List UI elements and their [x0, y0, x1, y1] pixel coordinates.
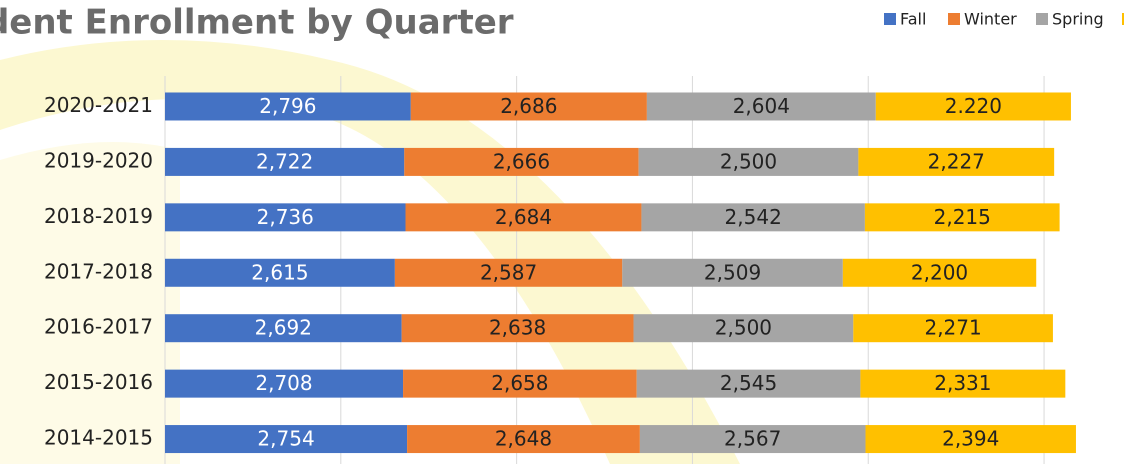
bar-segment [639, 425, 866, 454]
y-tick-label: 2015-2016 [44, 370, 153, 394]
chart-title: Student Enrollment by Quarter [0, 3, 514, 43]
bar-segment [638, 147, 859, 176]
data-label: 2,692 [255, 316, 312, 340]
data-label: 2.220 [945, 94, 1002, 118]
bar-segment [622, 258, 843, 287]
bar-segment [407, 425, 640, 454]
bar-segment [633, 314, 854, 343]
legend-swatch [1122, 13, 1124, 25]
legend-swatch [948, 13, 960, 25]
bar-segment [853, 314, 1053, 343]
data-label: 2,604 [733, 94, 790, 118]
data-label: 2,567 [724, 427, 781, 451]
data-label: 2,271 [924, 316, 981, 340]
data-label: 2,708 [255, 371, 312, 395]
data-label: 2,227 [928, 149, 985, 173]
data-label: 2,686 [500, 94, 557, 118]
data-label: 2,638 [489, 316, 546, 340]
background-swoosh [0, 142, 180, 464]
legend-label: Spring [1052, 10, 1104, 29]
data-label: 2,658 [491, 371, 548, 395]
data-label: 2,331 [934, 371, 991, 395]
bar-segment [165, 92, 411, 121]
bar-segment [165, 203, 406, 232]
bar-segment [875, 92, 1071, 121]
data-label: 2,666 [493, 149, 550, 173]
data-label: 2,796 [259, 94, 316, 118]
legend-label: Fall [900, 10, 926, 29]
data-label: 2,684 [495, 205, 552, 229]
y-tick-label: 2019-2020 [44, 148, 153, 172]
y-tick-label: 2018-2019 [44, 204, 153, 228]
data-label: 2,542 [725, 205, 782, 229]
bar-segment [394, 258, 623, 287]
legend-swatch [884, 13, 896, 25]
bar-segment [165, 258, 395, 287]
bar-segment [401, 314, 634, 343]
bar-segment [646, 92, 876, 121]
data-label: 2,722 [256, 149, 313, 173]
data-label: 2,648 [495, 427, 552, 451]
legend-swatch [1036, 13, 1048, 25]
data-label: 2,736 [257, 205, 314, 229]
bar-segment [410, 92, 647, 121]
data-label: 2,394 [942, 427, 999, 451]
y-tick-label: 2014-2015 [44, 426, 153, 450]
y-tick-label: 2017-2018 [44, 259, 153, 283]
data-label: 2,200 [911, 260, 968, 284]
bar-segment [864, 203, 1060, 232]
bar-segment [860, 369, 1066, 398]
bar-segment [165, 425, 408, 454]
bar-segment [165, 369, 404, 398]
background-swoosh [0, 40, 740, 464]
data-label: 2,509 [704, 260, 761, 284]
bar-segment [858, 147, 1055, 176]
data-label: 2,500 [720, 149, 777, 173]
data-label: 2,754 [257, 427, 314, 451]
data-label: 2,215 [934, 205, 991, 229]
y-tick-label: 2016-2017 [44, 315, 153, 339]
data-label: 2,615 [251, 260, 308, 284]
data-label: 2,587 [480, 260, 537, 284]
bar-segment [403, 369, 637, 398]
y-tick-label: 2020-2021 [44, 93, 153, 117]
bar-segment [404, 147, 639, 176]
legend-label: Winter [964, 10, 1017, 29]
bar-segment [641, 203, 865, 232]
bar-segment [165, 314, 402, 343]
bar-segment [865, 425, 1076, 454]
bar-segment [165, 147, 405, 176]
bar-segment [636, 369, 861, 398]
data-label: 2,545 [720, 371, 777, 395]
data-label: 2,500 [715, 316, 772, 340]
bar-segment [405, 203, 642, 232]
bar-segment [842, 258, 1037, 287]
